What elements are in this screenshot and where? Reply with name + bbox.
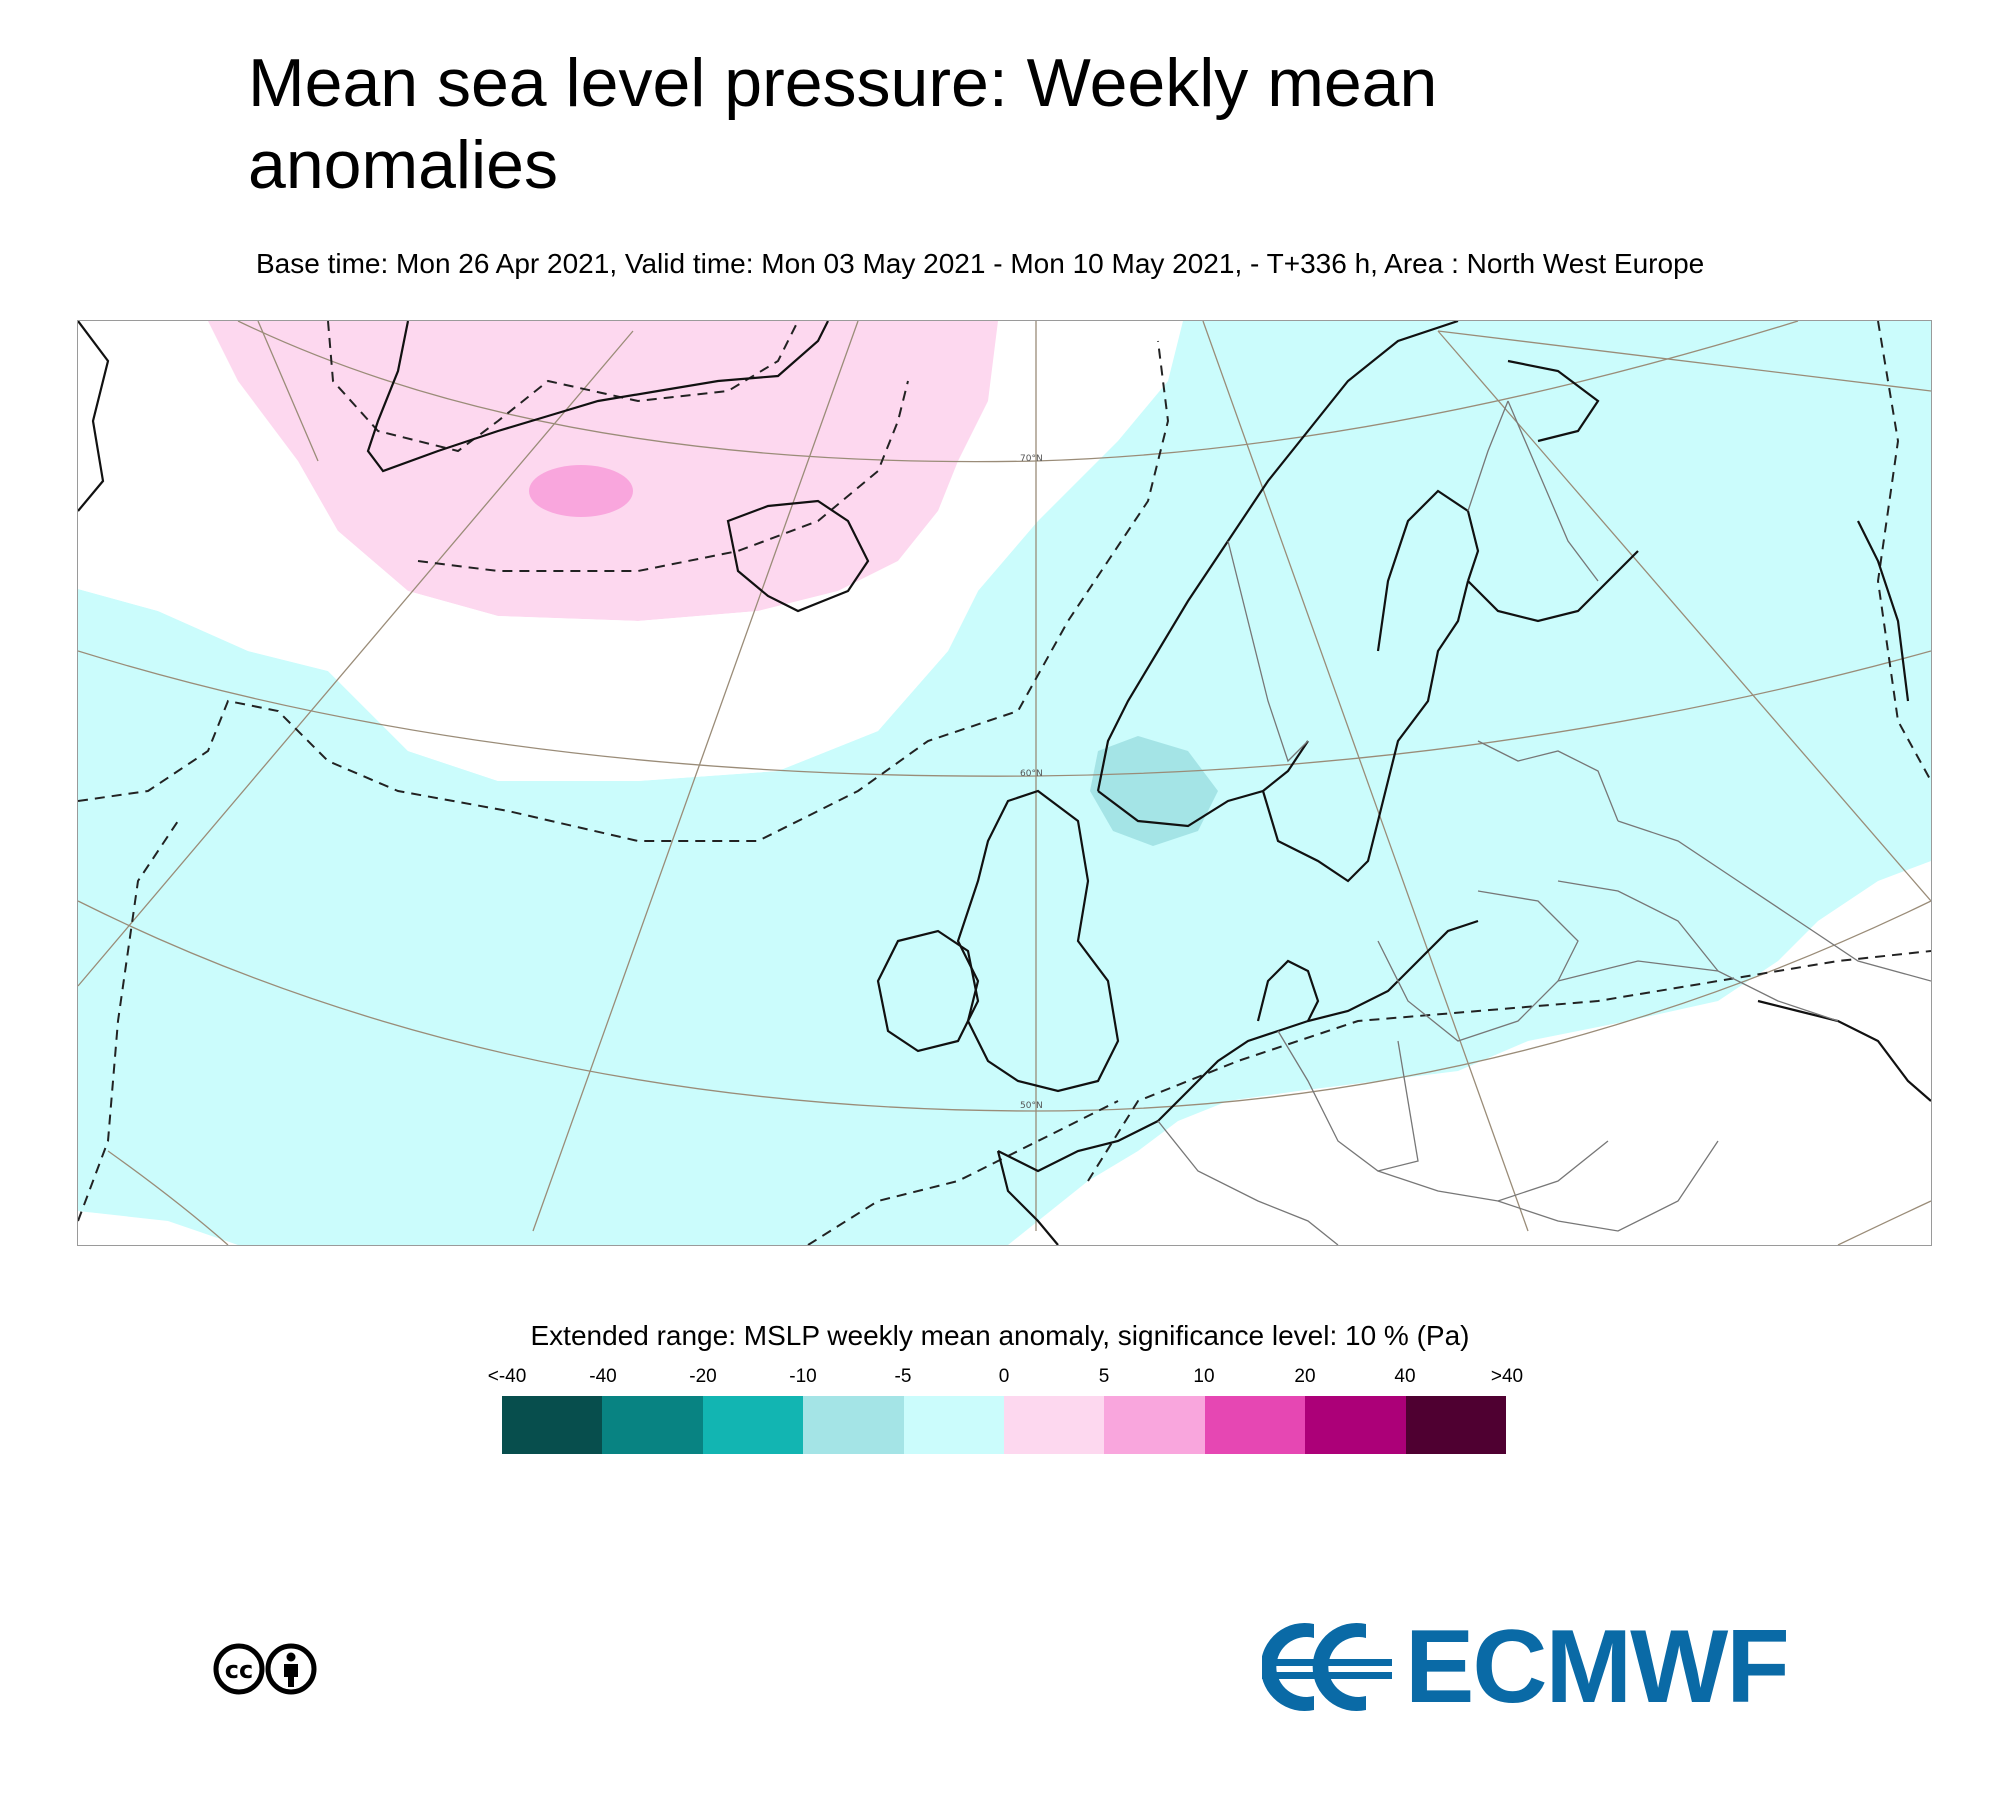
legend-colorbar [502,1396,1507,1454]
border-finland-russia [1507,400,1599,582]
latitude-line-40n [107,1150,229,1245]
legend-tick: 0 [998,1366,1010,1387]
legend-swatch [702,1396,804,1454]
scandinavia-south-coast [1097,740,1309,828]
contour-iceland [417,380,909,572]
contour-biscay [807,1100,1119,1245]
border-poland [1377,890,1579,1042]
gulf-of-bothnia [1376,489,1480,652]
contour-central-europe [1087,950,1931,1182]
svg-text:cc: cc [225,1656,253,1684]
legend-tick-row: <-40 -40 -20 -10 -5 0 5 10 20 40 >40 [0,1366,2000,1390]
no-anomaly-region-southeast [1138,971,1931,1245]
black-sea-coast [1757,999,1931,1102]
france-coast [997,1120,1159,1173]
chart-subtitle: Base time: Mon 26 Apr 2021, Valid time: … [256,248,1705,279]
legend-title: Extended range: MSLP weekly mean anomaly… [530,1320,1470,1351]
meridian-6 [1437,330,1931,392]
border-belarus [1557,880,1719,972]
legend-tick: -10 [789,1366,817,1387]
legend-tick: -40 [589,1366,617,1387]
zero-contours [78,321,1931,1245]
legend-swatch [502,1396,603,1454]
legend-swatch [803,1396,904,1454]
baltic-finland-coast [1467,550,1639,623]
meridian-2 [532,321,859,1232]
legend-swatch [1305,1396,1406,1454]
border-sweden-finland [1467,400,1509,512]
legend-swatch [602,1396,703,1454]
meridian-5 [1437,330,1931,902]
iceland-coast [726,499,870,613]
greenland-coast [366,321,829,473]
sweden-coast [1261,580,1470,883]
legend-swatch [903,1396,1005,1454]
legend-tick: 40 [1394,1366,1416,1387]
border-baltics [1477,740,1619,822]
ecmwf-logo-text: ECMWF [1405,1609,1790,1725]
border-norway-sweden [1227,540,1309,763]
border-france [1157,1120,1339,1245]
kola-peninsula [1507,359,1600,443]
ecmwf-logo-icon [1262,1623,1392,1711]
no-anomaly-region-iberia [78,1211,238,1245]
positive-anomaly-core [529,465,633,517]
negative-anomaly-core [1090,736,1218,846]
map-canvas: 70°N 60°N 50°N [78,321,1931,1245]
legend-tick: >40 [1490,1366,1524,1387]
contour-atlantic-southwest [78,820,179,1222]
legend-tick: 20 [1294,1366,1316,1387]
country-borders [1157,400,1931,1245]
meridian-7 [257,321,319,462]
legend-swatch [1405,1396,1507,1454]
legend-tick: -20 [689,1366,717,1387]
coastlines [78,321,1931,1245]
novaya-zemlya [1857,520,1910,702]
border-hungary-romania [1497,1140,1719,1232]
label-60n: 60°N [1020,769,1043,779]
meridian-1 [78,330,634,987]
denmark-coast [1256,959,1320,1022]
legend-tick: 5 [1098,1366,1110,1387]
graticule [78,321,1931,1245]
britain-coast [956,789,1120,1093]
no-anomaly-region-atlantic [78,511,978,781]
label-50n: 50°N [1020,1101,1043,1111]
legend-swatch [1004,1396,1105,1454]
latitude-line-40n-east [1837,1200,1931,1245]
label-70n: 70°N [1020,454,1043,464]
contour-atlantic-west [78,340,1170,842]
brittany-coast [996,1150,1059,1245]
legend-tick: -5 [894,1366,912,1387]
map-panel: 70°N 60°N 50°N [77,320,1932,1246]
cc-by-icon: cc [213,1643,317,1695]
contour-greenland [327,321,799,453]
border-russia [1617,820,1931,982]
canada-coast [78,321,110,512]
chart-title: Mean sea level pressure: Weekly mean ano… [248,45,1438,203]
legend-swatch [1204,1396,1306,1454]
contour-east [1876,321,1931,782]
negative-anomaly-area-west [78,321,1931,1245]
meridian-4 [1202,321,1529,1232]
legend-tick: 10 [1193,1366,1215,1387]
ireland-coast [876,929,980,1053]
legend-swatch [1104,1396,1205,1454]
legend-tick: <-40 [487,1366,527,1387]
